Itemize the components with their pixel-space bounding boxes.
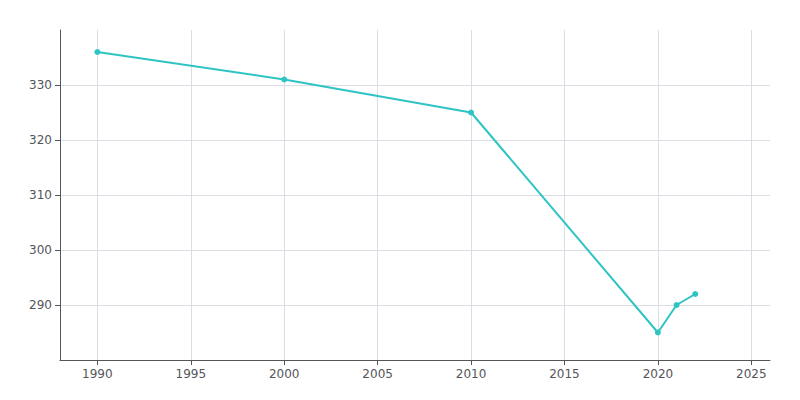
svg-text:2005: 2005 <box>362 367 393 381</box>
svg-text:330: 330 <box>29 78 52 92</box>
svg-text:290: 290 <box>29 298 52 312</box>
svg-text:1995: 1995 <box>176 367 207 381</box>
svg-text:1990: 1990 <box>82 367 113 381</box>
svg-text:300: 300 <box>29 243 52 257</box>
svg-text:2010: 2010 <box>456 367 487 381</box>
svg-text:310: 310 <box>29 188 52 202</box>
svg-text:2020: 2020 <box>643 367 674 381</box>
svg-text:2000: 2000 <box>269 367 300 381</box>
svg-text:320: 320 <box>29 133 52 147</box>
svg-text:2015: 2015 <box>549 367 580 381</box>
svg-text:2025: 2025 <box>736 367 767 381</box>
